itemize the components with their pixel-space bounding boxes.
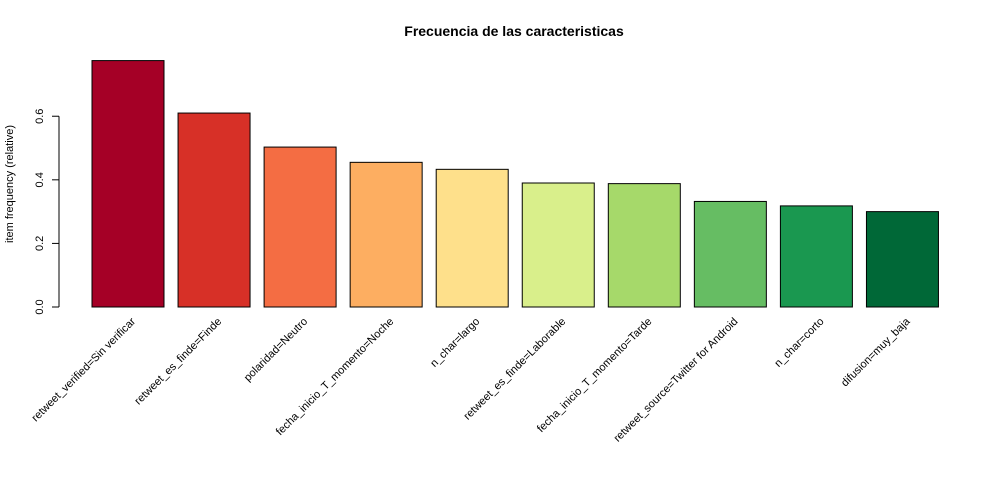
y-axis-label: item frequency (relative) xyxy=(4,125,16,243)
bar xyxy=(607,183,681,308)
x-tick-label: difusion=muy_baja xyxy=(839,315,913,389)
bar xyxy=(779,205,853,308)
bars-group xyxy=(91,60,939,308)
y-tick-label: 0.0 xyxy=(34,299,46,314)
y-axis: 0.0 0.2 0.4 0.6 xyxy=(34,109,60,315)
bar xyxy=(91,60,165,308)
x-tick-label: retweet_es_finde=Finde xyxy=(132,316,224,408)
bar xyxy=(865,211,939,308)
bar xyxy=(349,161,423,308)
bar xyxy=(263,146,337,308)
x-tick-labels: retweet_verified=Sin verificarretweet_es… xyxy=(30,315,914,445)
bar xyxy=(693,200,767,308)
x-tick-label: n_char=corto xyxy=(772,316,826,370)
y-tick-label: 0.6 xyxy=(34,109,46,124)
bar xyxy=(435,168,509,308)
y-tick-label: 0.4 xyxy=(34,172,46,187)
x-tick-label: retweet_es_finde=Laborable xyxy=(461,316,568,423)
bar xyxy=(521,182,595,308)
x-tick-label: polaridad=Neutro xyxy=(242,316,310,384)
y-tick-label: 0.2 xyxy=(34,236,46,251)
chart-title: Frecuencia de las caracteristicas xyxy=(404,23,624,39)
bar xyxy=(177,112,251,308)
x-tick-label: retweet_verified=Sin verificar xyxy=(30,315,139,424)
x-tick-label: n_char=largo xyxy=(428,316,482,370)
